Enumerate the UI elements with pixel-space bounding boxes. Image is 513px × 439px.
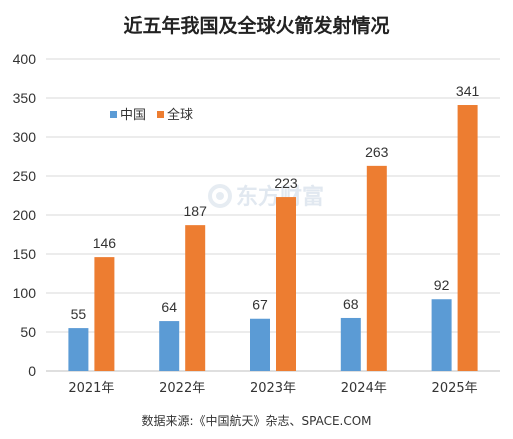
bar-global-2 [276,197,296,371]
data-label-china-3: 68 [343,296,359,312]
x-category-label: 2021年 [68,381,114,396]
legend: 中国 全球 [110,107,193,123]
data-label-global-2: 223 [274,175,298,191]
chart-title: 近五年我国及全球火箭发射情况 [123,14,389,37]
data-label-china-4: 92 [434,277,450,293]
data-label-china-1: 64 [161,299,177,315]
legend-swatch-china [110,111,117,118]
x-category-label: 2024年 [341,381,387,396]
y-tick-label: 200 [13,207,37,223]
data-label-china-0: 55 [71,306,87,322]
y-tick-label: 0 [28,363,36,379]
y-tick-label: 400 [13,51,37,67]
bar-global-1 [185,225,206,371]
data-label-global-0: 146 [93,235,117,251]
y-tick-label: 100 [13,285,37,301]
bar-global-0 [94,257,115,371]
bar-china-2 [250,318,270,371]
watermark: 东方财富 [208,184,324,210]
gridlines [46,58,500,372]
swirl-logo-icon [208,184,232,208]
bar-china-0 [68,328,89,371]
y-axis-ticks: 0 50 100 150 200 250 300 350 400 [13,51,37,379]
legend-label-china: 中国 [120,108,146,123]
data-label-global-4: 341 [456,83,480,99]
bar-global-4 [457,105,478,372]
y-tick-label: 50 [20,324,36,340]
x-category-label: 2023年 [250,381,296,396]
bar-china-1 [159,321,180,371]
legend-label-global: 全球 [167,107,193,123]
bar-china-4 [431,299,452,371]
bars [68,105,478,372]
x-category-label: 2022年 [159,381,205,396]
data-labels: 55 146 64 187 67 223 68 263 92 341 [71,83,480,322]
y-tick-label: 250 [13,168,37,184]
legend-swatch-global [157,111,164,118]
bar-global-3 [366,165,387,371]
bar-china-3 [340,317,361,371]
data-label-global-3: 263 [365,144,389,160]
x-category-label: 2025年 [432,381,478,396]
data-label-global-1: 187 [184,203,208,219]
data-label-china-2: 67 [252,297,268,313]
x-axis-categories: 2021年 2022年 2023年 2024年 2025年 [68,381,477,396]
y-tick-label: 300 [13,129,37,145]
y-tick-label: 350 [13,90,37,106]
data-source-note: 数据来源:《中国航天》杂志、SPACE.COM [141,413,371,428]
y-tick-label: 150 [13,246,37,262]
